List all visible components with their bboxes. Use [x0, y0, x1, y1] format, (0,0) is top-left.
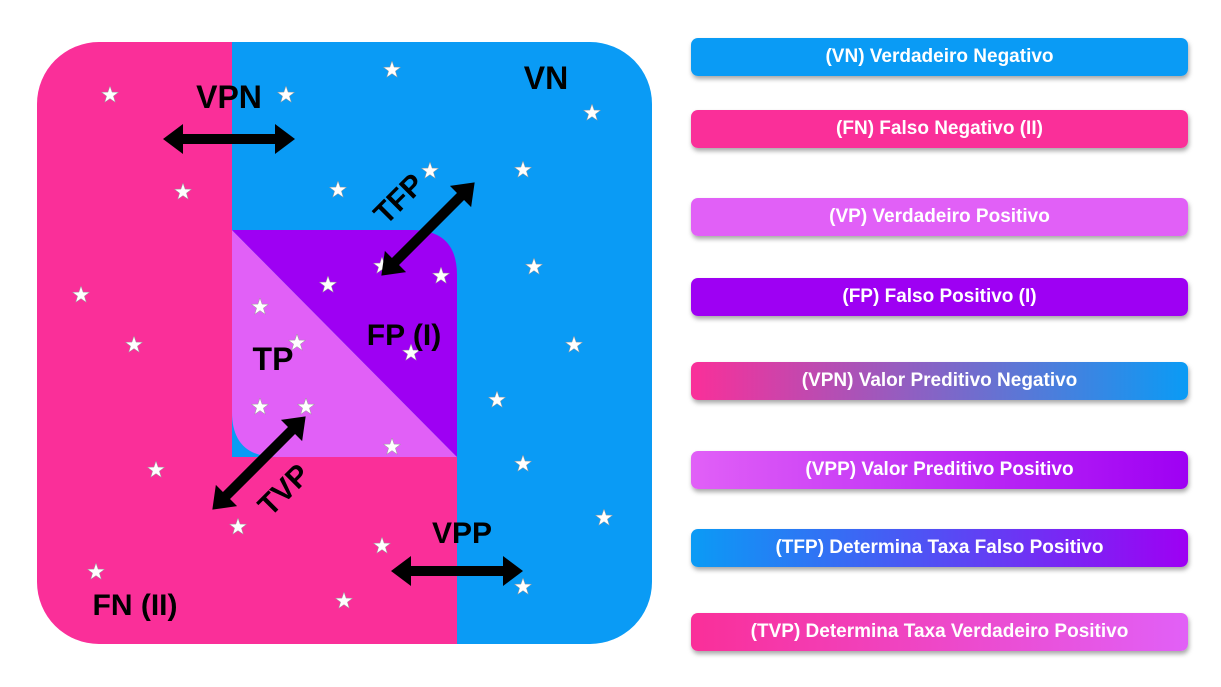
confusion-matrix-diagram: VN FN (II) TP FP (I) VPN VPP TFP TVP [37, 42, 652, 644]
legend-item-label: (TVP) Determina Taxa Verdadeiro Positivo [750, 621, 1129, 642]
vpn-label: VPN [196, 79, 262, 115]
vn-region-bottom [457, 457, 652, 644]
legend-item-vpn: (VPN) Valor Preditivo Negativo [691, 362, 1188, 400]
legend-item-tvp: (TVP) Determina Taxa Verdadeiro Positivo [691, 613, 1188, 651]
legend-item-label: (VPN) Valor Preditivo Negativo [801, 370, 1078, 391]
legend-item-label: (VPP) Valor Preditivo Positivo [805, 459, 1074, 480]
legend-item-tfp: (TFP) Determina Taxa Falso Positivo [691, 529, 1188, 567]
fp-region [232, 230, 457, 457]
fp-label: FP (I) [367, 319, 441, 352]
legend-item-vp: (VP) Verdadeiro Positivo [691, 198, 1188, 236]
tp-label: TP [253, 341, 294, 377]
legend-item-label: (TFP) Determina Taxa Falso Positivo [775, 537, 1104, 558]
legend-item-fp: (FP) Falso Positivo (I) [691, 278, 1188, 316]
legend-item-vn: (VN) Verdadeiro Negativo [691, 38, 1188, 76]
legend-item-fn: (FN) Falso Negativo (II) [691, 110, 1188, 148]
fn-region-bottom [232, 457, 457, 644]
legend-item-label: (VN) Verdadeiro Negativo [825, 46, 1054, 67]
vn-label: VN [524, 60, 568, 96]
fn-label: FN (II) [93, 589, 178, 622]
legend-item-label: (FN) Falso Negativo (II) [836, 118, 1043, 139]
legend-item-vpp: (VPP) Valor Preditivo Positivo [691, 451, 1188, 489]
legend-item-label: (FP) Falso Positivo (I) [842, 286, 1037, 307]
legend-item-label: (VP) Verdadeiro Positivo [829, 206, 1050, 227]
vpp-label: VPP [432, 517, 492, 550]
